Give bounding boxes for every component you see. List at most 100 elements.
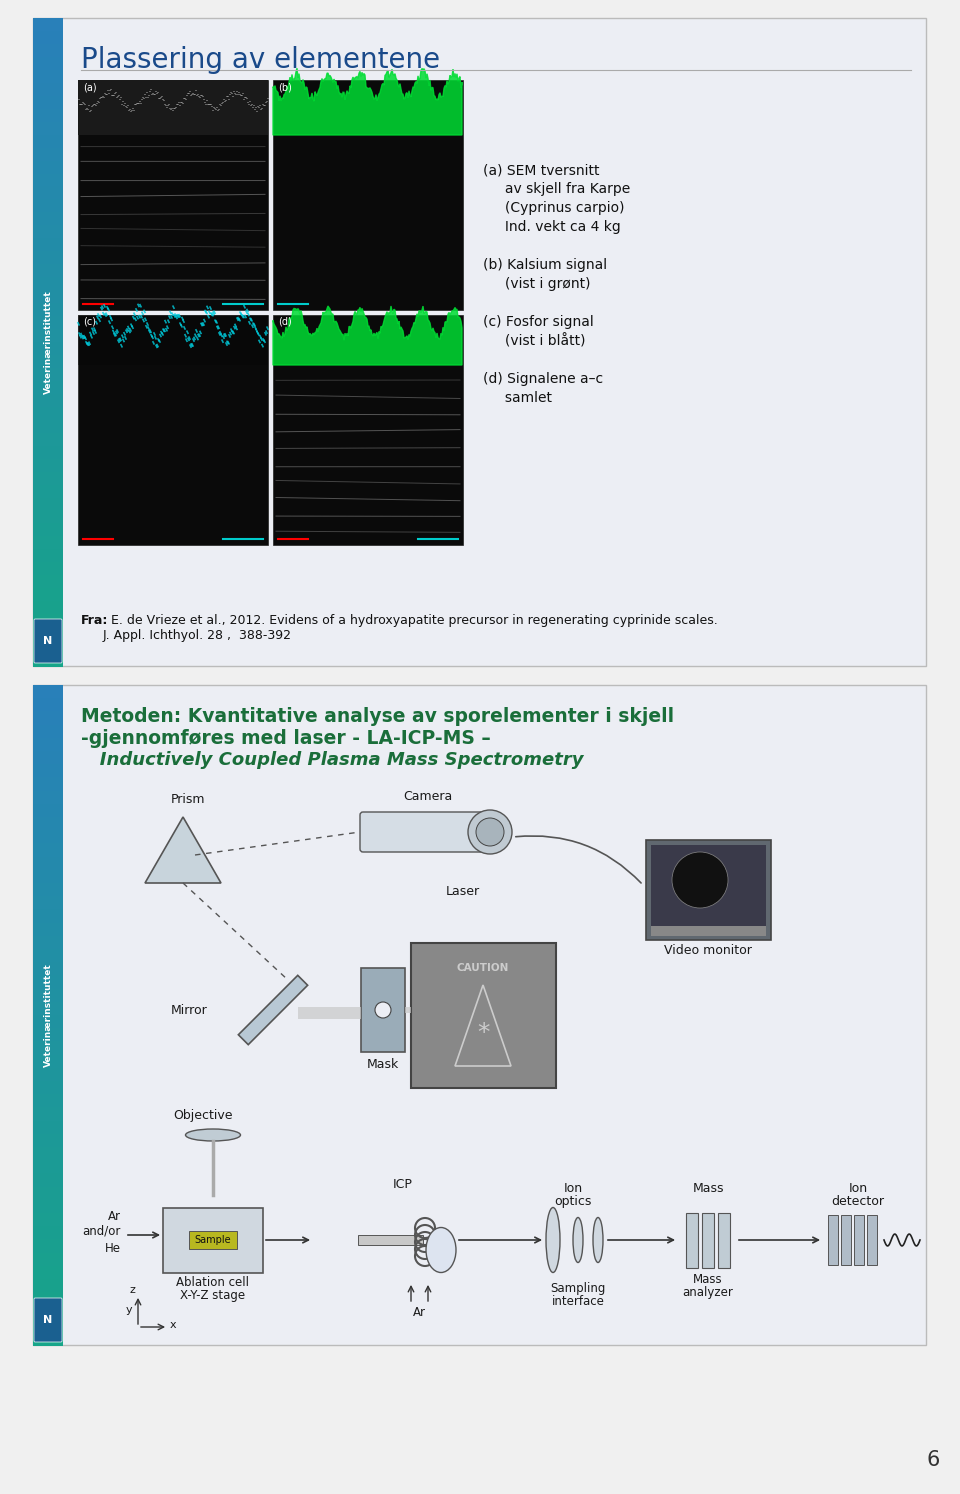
FancyBboxPatch shape: [34, 1298, 62, 1342]
Bar: [33, 1200, 63, 1215]
Bar: [189, 1231, 237, 1249]
FancyBboxPatch shape: [34, 619, 62, 663]
Bar: [33, 1240, 63, 1253]
Bar: [405, 1007, 411, 1013]
Bar: [33, 536, 63, 550]
Bar: [33, 562, 63, 577]
Bar: [33, 725, 63, 740]
Bar: [33, 1279, 63, 1294]
Bar: [33, 420, 63, 433]
Bar: [33, 406, 63, 421]
Bar: [33, 212, 63, 227]
Bar: [33, 484, 63, 499]
Bar: [33, 356, 63, 369]
Bar: [78, 81, 268, 309]
Bar: [33, 368, 63, 382]
Text: (a) SEM tversnitt: (a) SEM tversnitt: [483, 163, 599, 176]
Bar: [33, 433, 63, 447]
Bar: [33, 765, 63, 778]
Bar: [33, 329, 63, 344]
Text: (d): (d): [278, 317, 292, 327]
Bar: [33, 381, 63, 394]
Bar: [273, 81, 463, 309]
Text: Plassering av elementene: Plassering av elementene: [81, 46, 440, 75]
Text: Camera: Camera: [403, 790, 452, 802]
Bar: [33, 1094, 63, 1109]
Bar: [33, 1107, 63, 1122]
Bar: [33, 134, 63, 148]
Bar: [33, 1186, 63, 1201]
Text: analyzer: analyzer: [683, 1286, 733, 1298]
Text: Ar: Ar: [413, 1306, 425, 1319]
Text: Inductively Coupled Plasma Mass Spectrometry: Inductively Coupled Plasma Mass Spectrom…: [81, 751, 584, 769]
Text: Objective: Objective: [173, 1109, 232, 1122]
Ellipse shape: [185, 1129, 241, 1141]
Bar: [33, 1213, 63, 1227]
Bar: [33, 817, 63, 831]
Bar: [33, 698, 63, 713]
Text: Mass: Mass: [693, 1273, 723, 1286]
Text: (vist i grønt): (vist i grønt): [483, 276, 590, 291]
Text: ICP: ICP: [393, 1177, 413, 1191]
Bar: [33, 498, 63, 511]
Ellipse shape: [593, 1218, 603, 1262]
Text: Mask: Mask: [367, 1058, 399, 1071]
Bar: [33, 589, 63, 602]
Text: (vist i blått): (vist i blått): [483, 335, 586, 348]
Bar: [163, 1209, 263, 1273]
Bar: [841, 1215, 851, 1265]
Text: Sampling: Sampling: [550, 1282, 606, 1295]
Bar: [33, 1331, 63, 1346]
Text: Ion: Ion: [564, 1182, 583, 1195]
Bar: [33, 18, 926, 666]
Text: (Cyprinus carpio): (Cyprinus carpio): [483, 202, 625, 215]
Text: CAUTION: CAUTION: [457, 964, 509, 973]
Text: N: N: [43, 1315, 53, 1325]
Text: N: N: [43, 636, 53, 645]
Bar: [33, 82, 63, 97]
Circle shape: [476, 819, 504, 846]
Bar: [33, 18, 63, 31]
Text: Veterinærinstituttet: Veterinærinstituttet: [43, 964, 53, 1067]
Bar: [33, 949, 63, 964]
Bar: [33, 896, 63, 910]
Ellipse shape: [573, 1218, 583, 1262]
Bar: [33, 445, 63, 460]
Bar: [33, 57, 63, 70]
Bar: [33, 121, 63, 136]
Bar: [411, 943, 556, 1088]
Text: Mirror: Mirror: [171, 1004, 208, 1016]
Text: (d) Signalene a–c: (d) Signalene a–c: [483, 372, 603, 385]
Bar: [33, 910, 63, 923]
Bar: [33, 173, 63, 187]
Bar: [33, 790, 63, 805]
Bar: [33, 109, 63, 123]
Bar: [702, 1213, 714, 1268]
Bar: [33, 1252, 63, 1267]
Bar: [33, 614, 63, 627]
Bar: [33, 639, 63, 654]
Text: (a): (a): [83, 82, 97, 93]
Text: z: z: [129, 1285, 134, 1295]
Bar: [33, 962, 63, 977]
Bar: [273, 315, 463, 545]
Text: Video monitor: Video monitor: [664, 944, 752, 958]
Bar: [867, 1215, 877, 1265]
Ellipse shape: [426, 1228, 456, 1273]
Bar: [33, 883, 63, 898]
Circle shape: [672, 852, 728, 908]
Bar: [651, 926, 766, 937]
Bar: [33, 844, 63, 858]
Bar: [33, 870, 63, 884]
Bar: [33, 627, 63, 641]
Bar: [33, 1161, 63, 1174]
Bar: [646, 840, 771, 940]
Text: x: x: [170, 1321, 177, 1330]
Bar: [33, 738, 63, 751]
Ellipse shape: [546, 1207, 560, 1273]
Circle shape: [468, 810, 512, 855]
Bar: [33, 923, 63, 937]
Bar: [78, 81, 268, 134]
Text: Laser: Laser: [446, 884, 480, 898]
Bar: [78, 315, 268, 365]
